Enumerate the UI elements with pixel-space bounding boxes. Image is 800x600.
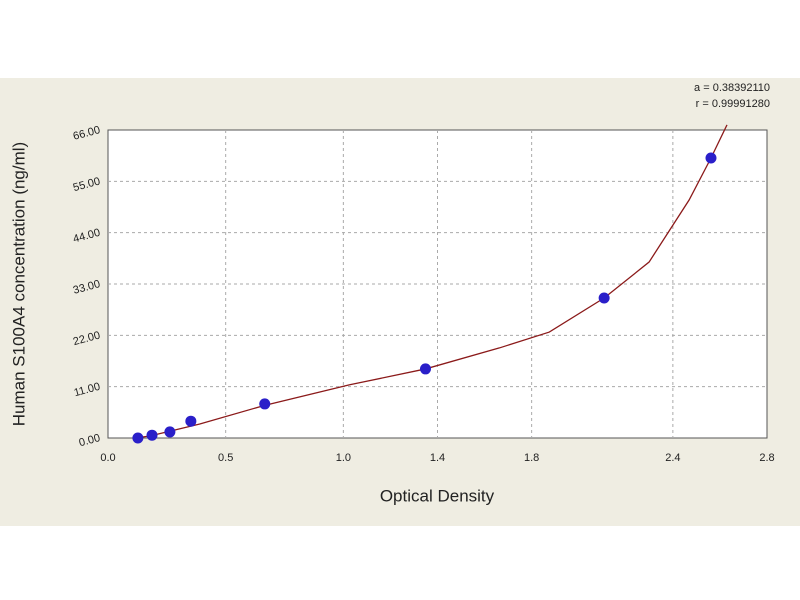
- x-tick-label: 1.8: [524, 452, 539, 464]
- data-point: [164, 426, 176, 438]
- data-point: [146, 429, 158, 441]
- x-tick-label: 2.8: [759, 452, 774, 464]
- x-axis-title: Optical Density: [380, 486, 495, 505]
- x-tick-label: 1.4: [430, 452, 445, 464]
- x-tick-label: 1.0: [336, 452, 351, 464]
- data-point: [132, 432, 144, 444]
- y-tick-label: 0.00: [78, 432, 102, 449]
- data-point: [259, 398, 271, 410]
- x-tick-label: 0.0: [100, 452, 115, 464]
- y-axis-title: Human S100A4 concentration (ng/ml): [9, 142, 28, 426]
- data-point: [419, 363, 431, 375]
- fit-curve: [134, 124, 728, 438]
- annotation: a = 0.38392110: [694, 82, 770, 94]
- x-tick-label: 0.5: [218, 452, 233, 464]
- data-point: [185, 415, 197, 427]
- annotation: r = 0.99991280: [696, 98, 770, 110]
- x-tick-label: 2.4: [665, 452, 680, 464]
- data-point: [598, 292, 610, 304]
- data-point: [705, 152, 717, 164]
